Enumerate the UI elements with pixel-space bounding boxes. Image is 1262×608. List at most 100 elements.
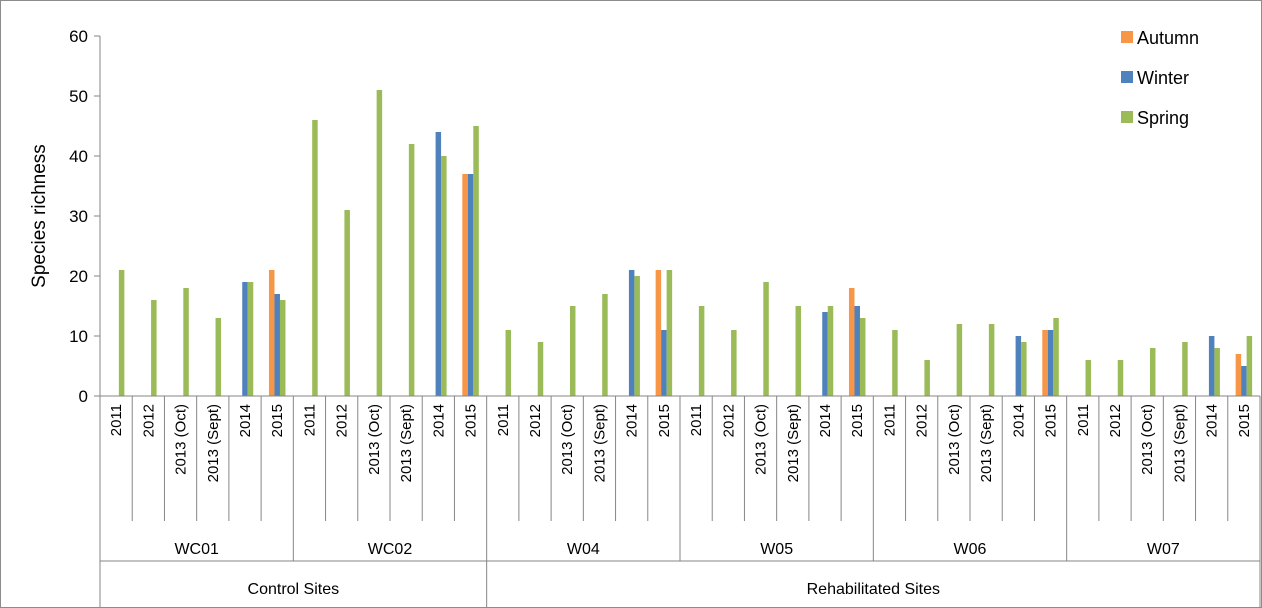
bar-spring-wc01-1 [151, 300, 157, 396]
site-label-w05: W05 [760, 541, 793, 558]
y-tick-label: 10 [69, 327, 88, 346]
x-period-label: 2013 (Sept) [205, 404, 222, 482]
bar-spring-w06-3 [988, 324, 995, 396]
x-period-label: 2015 [1043, 404, 1060, 437]
x-period-label: 2013 (Oct) [1139, 404, 1156, 475]
bar-spring-wc02-0 [312, 120, 318, 396]
bar-winter-wc02-5 [467, 174, 474, 396]
bar-spring-w06-1 [924, 360, 930, 396]
x-period-label: 2011 [301, 404, 318, 436]
bar-spring-w06-5 [1053, 318, 1059, 396]
x-period-label: 2013 (Sept) [1171, 404, 1188, 482]
site-label-wc02: WC02 [368, 541, 413, 558]
bar-spring-w04-1 [537, 342, 544, 396]
bar-spring-w07-4 [1214, 348, 1220, 396]
bar-spring-w05-4 [827, 306, 834, 396]
legend-swatch-autumn [1121, 31, 1133, 43]
bar-autumn-w07-5 [1235, 354, 1242, 396]
site-label-wc01: WC01 [174, 541, 219, 558]
bar-winter-w05-5 [854, 306, 860, 396]
x-period-label: 2014 [237, 404, 254, 437]
bar-spring-w07-0 [1085, 360, 1092, 396]
y-axis: 0 10 20 30 40 50 60 [69, 27, 101, 406]
bar-winter-wc01-5 [274, 294, 280, 396]
group-label: Control Sites [248, 581, 340, 598]
bar-spring-wc02-5 [473, 126, 479, 396]
x-period-label: 2015 [849, 404, 866, 437]
bar-winter-w07-5 [1241, 366, 1247, 396]
bar-spring-w07-5 [1246, 336, 1253, 396]
bar-spring-wc02-4 [441, 156, 447, 396]
bar-spring-w04-5 [666, 270, 673, 396]
legend-label-autumn: Autumn [1137, 28, 1199, 48]
bar-autumn-w04-5 [655, 270, 662, 396]
site-label-w06: W06 [954, 541, 987, 558]
x-period-label: 2014 [430, 404, 447, 437]
bar-spring-wc01-4 [247, 282, 254, 396]
x-period-label: 2014 [817, 404, 834, 437]
bar-winter-w07-4 [1208, 336, 1215, 396]
x-period-label: 2012 [334, 404, 351, 437]
x-period-label: 2013 (Oct) [946, 404, 963, 475]
x-period-label: 2012 [720, 404, 737, 437]
x-period-label: 2013 (Sept) [978, 404, 995, 482]
x-period-label: 2015 [1236, 404, 1253, 437]
bar-spring-w06-2 [956, 324, 963, 396]
x-axis: 2011 2012 2013 (Oct) 2013 (Sept) 2014 2015 201… [99, 395, 1261, 607]
x-period-label: 2011 [1075, 404, 1092, 436]
x-period-label: 2013 (Oct) [753, 404, 770, 475]
bar-spring-wc01-2 [183, 288, 189, 396]
x-period-label: 2014 [624, 404, 641, 437]
bar-spring-w05-3 [795, 306, 802, 396]
x-period-label: 2013 (Sept) [591, 404, 608, 482]
y-axis-title: Species richness [29, 144, 50, 288]
y-tick-label: 0 [79, 387, 88, 406]
bar-spring-wc01-0 [118, 270, 125, 396]
bar-autumn-w05-5 [848, 288, 855, 396]
x-period-label: 2011 [881, 404, 898, 436]
bar-spring-w04-2 [569, 306, 576, 396]
y-tick-label: 40 [69, 147, 88, 166]
x-period-label: 2013 (Oct) [559, 404, 576, 475]
bar-spring-w07-2 [1149, 348, 1156, 396]
x-period-label: 2011 [108, 404, 125, 436]
bars [118, 90, 1253, 396]
bar-winter-w04-5 [661, 330, 667, 396]
bar-spring-w07-3 [1182, 342, 1188, 396]
bar-spring-w04-0 [505, 330, 512, 396]
x-period-label: 2013 (Oct) [366, 404, 383, 475]
group-label: Rehabilitated Sites [807, 581, 940, 598]
legend-swatch-spring [1121, 111, 1133, 123]
bar-winter-w06-4 [1015, 336, 1022, 396]
bar-spring-wc02-3 [408, 144, 415, 396]
bar-autumn-wc02-5 [462, 174, 468, 396]
x-period-label: 2013 (Sept) [785, 404, 802, 482]
x-period-label: 2012 [527, 404, 544, 437]
bar-winter-w05-4 [822, 312, 828, 396]
bar-spring-w05-0 [698, 306, 705, 396]
legend: Autumn Winter Spring [1121, 28, 1199, 128]
bar-spring-w05-2 [763, 282, 769, 396]
y-tick-label: 20 [69, 267, 88, 286]
bar-spring-wc01-5 [279, 300, 286, 396]
x-period-label: 2013 (Sept) [398, 404, 415, 482]
x-period-label: 2012 [914, 404, 931, 437]
bar-spring-w04-3 [602, 294, 608, 396]
x-period-label: 2012 [1107, 404, 1124, 437]
y-tick-label: 60 [69, 27, 88, 46]
site-label-w04: W04 [567, 541, 600, 558]
site-label-w07: W07 [1147, 541, 1180, 558]
bar-winter-wc02-4 [435, 132, 442, 396]
x-period-label: 2012 [140, 404, 157, 437]
bar-spring-w04-4 [634, 276, 640, 396]
y-tick-label: 50 [69, 87, 88, 106]
bar-spring-w05-5 [859, 318, 866, 396]
bar-spring-w06-0 [892, 330, 898, 396]
bar-autumn-w06-5 [1042, 330, 1048, 396]
x-period-label: 2015 [463, 404, 480, 437]
x-period-label: 2011 [495, 404, 512, 436]
bar-spring-w06-4 [1021, 342, 1027, 396]
bar-spring-wc02-2 [376, 90, 383, 396]
